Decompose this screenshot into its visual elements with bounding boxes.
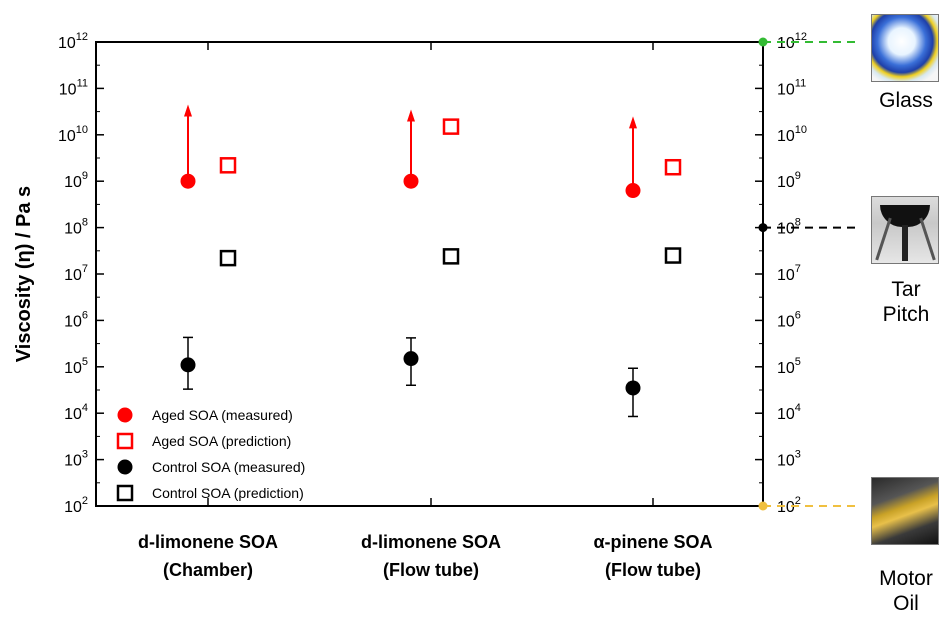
data-point-measured [625, 183, 641, 199]
data-point-measured [403, 351, 419, 367]
y-tick-label-left: 1011 [59, 77, 88, 98]
legend-marker [116, 484, 134, 502]
data-point-prediction [664, 247, 682, 264]
y-tick-label-right: 1010 [777, 124, 807, 145]
data-layer [180, 104, 682, 418]
limit-arrow-head [407, 109, 415, 122]
x-category-label: (Flow tube) [605, 560, 701, 580]
y-tick-label-right: 109 [777, 170, 801, 191]
data-point-prediction [219, 249, 237, 267]
y-tick-label-right: 107 [777, 263, 801, 284]
legend-marker [117, 407, 133, 423]
y-tick-label-right: 108 [777, 217, 801, 238]
x-category-label: (Flow tube) [383, 560, 479, 580]
y-axis-label: Viscosity (η) / Pa s [13, 186, 35, 362]
data-point-prediction [664, 158, 682, 176]
axes-layer: 102 102 103 103 104 104 105 105 106 106 107 107 108 1… [58, 31, 807, 580]
reference-marker [758, 37, 768, 47]
y-tick-label-left: 106 [64, 309, 88, 330]
motor-oil-label: Motor Oil [866, 566, 940, 616]
data-point-prediction [219, 157, 237, 174]
y-tick-label-right: 106 [777, 309, 801, 330]
reference-marker [758, 223, 768, 233]
legend-label: Control SOA (measured) [152, 459, 305, 475]
y-tick-label-left: 1010 [58, 124, 88, 145]
y-tick-label-right: 104 [777, 402, 801, 423]
data-point-measured [403, 173, 419, 189]
limit-arrow-head [184, 104, 192, 117]
limit-arrow-head [629, 116, 637, 129]
data-point-measured [180, 357, 196, 373]
legend-marker [116, 432, 134, 450]
data-point-measured [180, 173, 196, 189]
tar-pitch-image [871, 196, 939, 264]
y-tick-label-left: 102 [64, 495, 88, 516]
y-tick-label-right: 102 [777, 495, 801, 516]
glass-label: Glass [879, 89, 933, 112]
tar-pitch-label: Tar Pitch [866, 277, 940, 327]
data-point-prediction [442, 248, 460, 265]
motor-oil-label-text: Motor Oil [879, 567, 933, 615]
legend: Aged SOA (measured) Aged SOA (prediction)… [116, 407, 305, 502]
data-point-measured [625, 380, 641, 396]
x-category-label: α-pinene SOA [593, 532, 712, 552]
y-tick-label-left: 104 [64, 402, 88, 423]
motor-oil-image [871, 477, 939, 545]
legend-label: Aged SOA (measured) [152, 407, 293, 423]
legend-label: Aged SOA (prediction) [152, 433, 291, 449]
legend-marker [117, 459, 133, 475]
y-tick-label-left: 105 [64, 356, 88, 377]
x-category-label: d-limonene SOA [138, 532, 278, 552]
y-tick-label-right: 1012 [777, 31, 807, 52]
reference-lines [758, 37, 860, 511]
y-tick-label-right: 105 [777, 356, 801, 377]
y-tick-label-left: 107 [64, 263, 88, 284]
y-tick-label-left: 108 [64, 217, 88, 238]
reference-marker [758, 501, 768, 511]
x-category-label: d-limonene SOA [361, 532, 501, 552]
y-tick-label-left: 1012 [58, 31, 88, 52]
y-tick-label-left: 109 [64, 170, 88, 191]
tar-pitch-label-text: Tar Pitch [882, 278, 930, 326]
legend-label: Control SOA (prediction) [152, 485, 304, 501]
y-tick-label-right: 1011 [777, 77, 806, 98]
x-category-label: (Chamber) [163, 560, 253, 580]
data-point-prediction [442, 118, 460, 135]
y-tick-label-left: 103 [64, 449, 88, 470]
y-tick-label-right: 103 [777, 449, 801, 470]
glass-marble-image [871, 14, 939, 82]
